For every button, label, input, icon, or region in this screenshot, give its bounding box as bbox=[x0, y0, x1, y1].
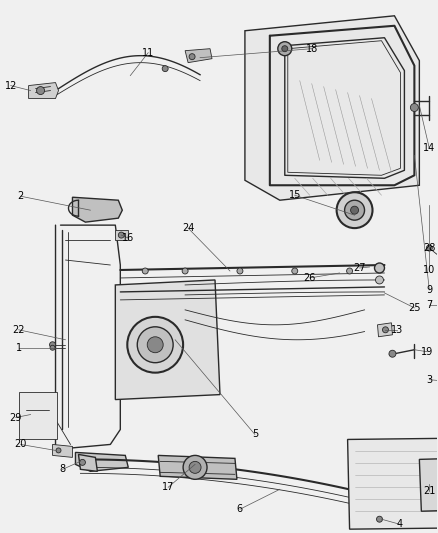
Polygon shape bbox=[245, 16, 419, 200]
Circle shape bbox=[183, 455, 207, 479]
Text: 15: 15 bbox=[289, 190, 301, 200]
Circle shape bbox=[56, 448, 61, 453]
Text: 2: 2 bbox=[18, 191, 24, 201]
Circle shape bbox=[37, 86, 45, 94]
Text: 12: 12 bbox=[4, 80, 17, 91]
Circle shape bbox=[377, 516, 382, 522]
Text: 10: 10 bbox=[423, 265, 435, 275]
Circle shape bbox=[49, 342, 56, 348]
Circle shape bbox=[282, 46, 288, 52]
Text: 26: 26 bbox=[304, 273, 316, 283]
Bar bbox=[19, 392, 57, 439]
Text: 24: 24 bbox=[182, 223, 194, 233]
Text: 22: 22 bbox=[12, 325, 25, 335]
Circle shape bbox=[346, 268, 353, 274]
Polygon shape bbox=[419, 457, 438, 511]
Circle shape bbox=[147, 337, 163, 353]
Text: 5: 5 bbox=[252, 430, 258, 440]
Text: 11: 11 bbox=[142, 47, 154, 58]
Circle shape bbox=[278, 42, 292, 55]
Circle shape bbox=[50, 345, 55, 350]
Polygon shape bbox=[28, 83, 59, 99]
Text: 17: 17 bbox=[162, 482, 174, 492]
Circle shape bbox=[237, 268, 243, 274]
Circle shape bbox=[118, 232, 124, 238]
Text: 25: 25 bbox=[408, 303, 420, 313]
Circle shape bbox=[182, 268, 188, 274]
Text: 7: 7 bbox=[426, 300, 432, 310]
Polygon shape bbox=[378, 323, 392, 337]
Text: 18: 18 bbox=[306, 44, 318, 54]
Text: 27: 27 bbox=[353, 263, 366, 273]
Polygon shape bbox=[115, 280, 220, 400]
Text: 6: 6 bbox=[237, 504, 243, 514]
Text: 9: 9 bbox=[426, 285, 432, 295]
Text: 1: 1 bbox=[16, 343, 22, 353]
Circle shape bbox=[137, 327, 173, 362]
Circle shape bbox=[189, 54, 195, 60]
Circle shape bbox=[337, 192, 372, 228]
Circle shape bbox=[375, 276, 384, 284]
Circle shape bbox=[382, 327, 389, 333]
Text: 28: 28 bbox=[423, 243, 435, 253]
Circle shape bbox=[189, 462, 201, 473]
Circle shape bbox=[142, 268, 148, 274]
Circle shape bbox=[79, 459, 85, 465]
Circle shape bbox=[162, 66, 168, 71]
Text: 29: 29 bbox=[10, 413, 22, 423]
Polygon shape bbox=[75, 453, 128, 471]
Text: 20: 20 bbox=[14, 439, 27, 449]
Text: 21: 21 bbox=[423, 486, 435, 496]
Polygon shape bbox=[78, 455, 97, 471]
Polygon shape bbox=[72, 197, 122, 222]
Circle shape bbox=[345, 200, 364, 220]
Polygon shape bbox=[185, 49, 212, 63]
Polygon shape bbox=[158, 455, 237, 479]
Text: 19: 19 bbox=[421, 347, 434, 357]
Circle shape bbox=[426, 245, 432, 251]
Text: 13: 13 bbox=[391, 325, 403, 335]
Circle shape bbox=[350, 206, 359, 214]
Text: 3: 3 bbox=[426, 375, 432, 385]
Text: 8: 8 bbox=[60, 464, 66, 474]
Circle shape bbox=[374, 263, 385, 273]
Circle shape bbox=[410, 103, 418, 111]
Circle shape bbox=[292, 268, 298, 274]
Polygon shape bbox=[115, 230, 128, 240]
Circle shape bbox=[389, 350, 396, 357]
Text: 14: 14 bbox=[423, 143, 435, 154]
Polygon shape bbox=[53, 445, 72, 457]
Circle shape bbox=[127, 317, 183, 373]
Text: 16: 16 bbox=[122, 233, 134, 243]
Polygon shape bbox=[348, 438, 438, 529]
Text: 4: 4 bbox=[396, 519, 403, 529]
